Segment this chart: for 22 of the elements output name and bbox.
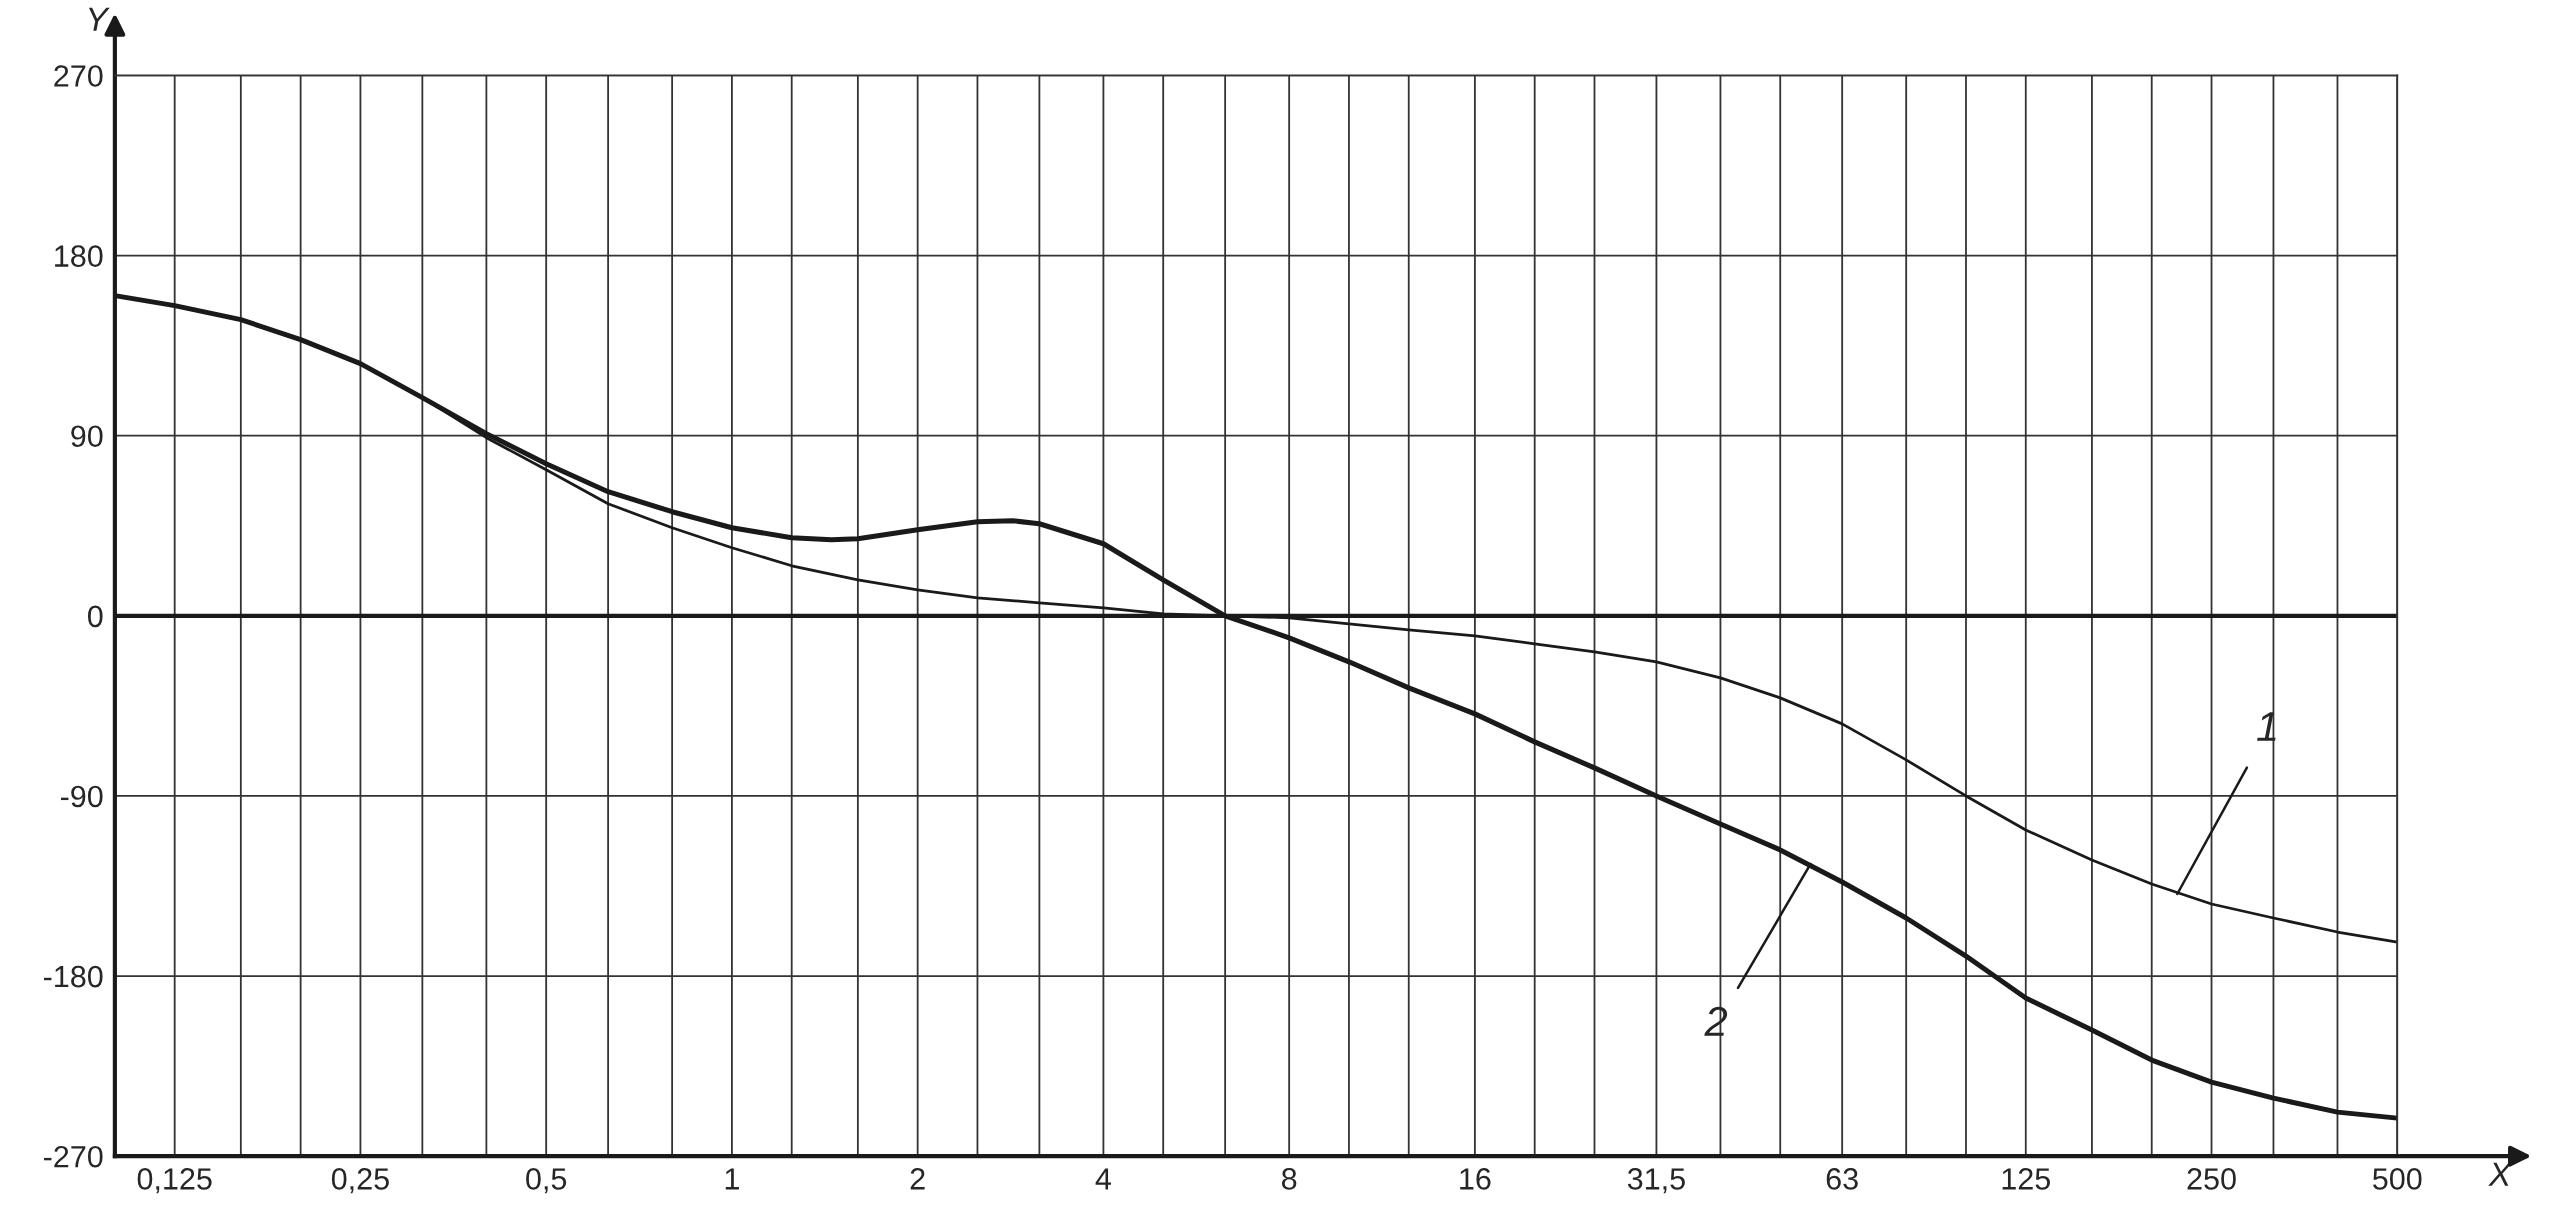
y-tick-label: -270 [43,1145,103,1168]
y-axis-title: Y [88,7,110,31]
x-tick-label: 8 [1281,1168,1297,1190]
x-tick-label: 2 [910,1168,925,1190]
x-tick-label: 1 [725,1168,739,1190]
x-tick-label: 63 [1826,1168,1858,1190]
x-tick-label: 0,125 [137,1168,212,1194]
x-axis-title: X [2488,1162,2513,1186]
x-tick-label: 0,5 [526,1168,567,1194]
x-tick-label: 0,25 [331,1168,389,1194]
x-tick-label: 4 [1095,1168,1112,1190]
x-tick-label: 250 [2187,1168,2236,1190]
y-tick-label: 90 [71,425,103,448]
x-tick-label: 125 [2002,1168,2050,1190]
x-tick-label: 16 [1460,1168,1491,1190]
y-tick-label: 270 [54,65,103,87]
y-tick-label: -180 [43,965,103,988]
x-tick-label: 500 [2373,1168,2422,1190]
y-tick-label: 180 [55,245,103,267]
x-tick-label: 31,5 [1627,1168,1685,1194]
y-tick-label: 0 [87,605,103,628]
y-tick-label: -90 [60,785,103,808]
